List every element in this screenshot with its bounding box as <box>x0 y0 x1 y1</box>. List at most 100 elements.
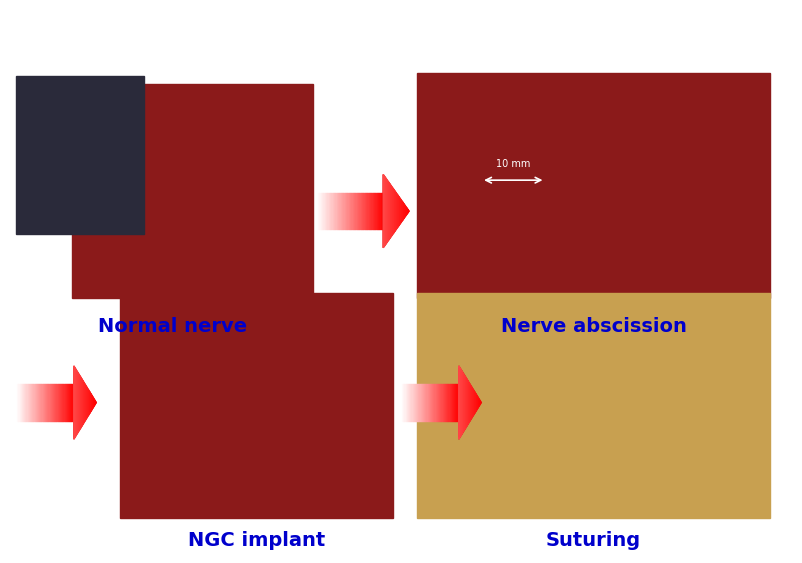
Bar <box>45 384 46 421</box>
Polygon shape <box>396 193 398 229</box>
Bar <box>317 193 318 229</box>
Bar <box>382 193 383 229</box>
Bar <box>374 193 375 229</box>
Polygon shape <box>459 366 460 439</box>
Bar <box>338 193 339 229</box>
Polygon shape <box>472 388 473 417</box>
Bar <box>342 193 343 229</box>
Bar <box>411 384 412 421</box>
Bar <box>401 384 402 421</box>
Bar <box>409 384 411 421</box>
Bar <box>366 193 367 229</box>
Polygon shape <box>392 187 394 235</box>
Bar <box>458 384 459 421</box>
Polygon shape <box>395 191 396 231</box>
Polygon shape <box>391 185 392 236</box>
Bar <box>438 384 439 421</box>
Bar <box>371 193 373 229</box>
Bar <box>61 384 63 421</box>
Bar <box>35 384 37 421</box>
Polygon shape <box>383 175 409 248</box>
Bar <box>326 193 327 229</box>
Bar <box>53 384 55 421</box>
Polygon shape <box>86 386 87 419</box>
Bar <box>429 384 430 421</box>
Bar <box>21 384 22 421</box>
Bar <box>423 384 424 421</box>
Bar <box>437 384 438 421</box>
Bar <box>419 384 420 421</box>
Polygon shape <box>384 176 386 246</box>
Bar <box>452 384 453 421</box>
Bar <box>443 384 444 421</box>
Bar <box>361 193 362 229</box>
Bar <box>362 193 363 229</box>
Polygon shape <box>467 379 468 426</box>
Polygon shape <box>388 182 390 240</box>
Polygon shape <box>74 366 75 439</box>
Bar <box>373 193 374 229</box>
Bar <box>52 384 53 421</box>
Bar <box>46 384 47 421</box>
Bar <box>47 384 48 421</box>
Bar <box>69 384 71 421</box>
Polygon shape <box>480 401 481 404</box>
Bar <box>435 384 437 421</box>
Bar <box>424 384 425 421</box>
Polygon shape <box>90 392 91 413</box>
Bar <box>31 384 32 421</box>
Polygon shape <box>83 381 84 425</box>
Bar <box>334 193 335 229</box>
Bar <box>22 384 23 421</box>
Bar <box>354 193 355 229</box>
Bar <box>333 193 334 229</box>
Text: Normal nerve: Normal nerve <box>98 317 247 336</box>
Bar <box>417 384 419 421</box>
Bar <box>40 384 42 421</box>
Bar <box>377 193 378 229</box>
Bar <box>416 384 417 421</box>
Bar <box>359 193 361 229</box>
Bar <box>72 84 313 298</box>
Polygon shape <box>400 198 401 224</box>
Polygon shape <box>468 381 469 425</box>
Bar <box>67 384 68 421</box>
Bar <box>375 193 377 229</box>
Bar <box>431 384 432 421</box>
Bar <box>71 384 73 421</box>
Bar <box>73 384 74 421</box>
Polygon shape <box>399 196 400 226</box>
Bar <box>355 193 357 229</box>
Bar <box>408 384 409 421</box>
Bar <box>439 384 440 421</box>
Text: NGC implant: NGC implant <box>188 531 326 550</box>
Polygon shape <box>75 368 76 437</box>
Bar <box>325 193 326 229</box>
Polygon shape <box>465 377 467 428</box>
Polygon shape <box>79 375 80 430</box>
Bar <box>327 193 329 229</box>
Polygon shape <box>407 209 409 213</box>
Polygon shape <box>471 386 472 419</box>
Bar <box>66 384 67 421</box>
Bar <box>323 193 325 229</box>
Bar <box>321 193 322 229</box>
Bar <box>420 384 422 421</box>
Polygon shape <box>398 195 399 227</box>
Bar <box>341 193 342 229</box>
Polygon shape <box>470 384 471 421</box>
Bar <box>415 384 416 421</box>
Polygon shape <box>74 366 96 439</box>
Polygon shape <box>478 397 479 408</box>
Bar <box>425 384 427 421</box>
Polygon shape <box>394 189 395 233</box>
Bar <box>456 384 458 421</box>
Bar <box>19 384 21 421</box>
Polygon shape <box>77 372 79 434</box>
Polygon shape <box>82 379 83 426</box>
Bar <box>37 384 38 421</box>
Bar <box>433 384 435 421</box>
Bar <box>18 384 19 421</box>
Bar <box>16 76 144 234</box>
Bar <box>417 293 770 518</box>
